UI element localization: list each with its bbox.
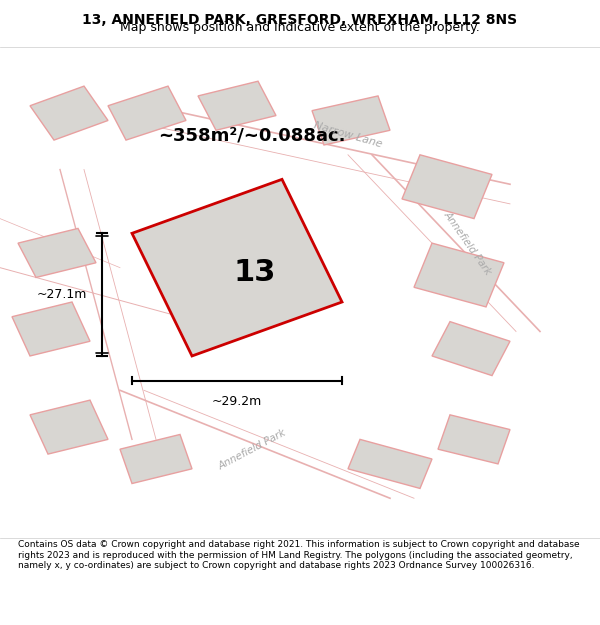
Polygon shape: [414, 243, 504, 307]
Polygon shape: [402, 155, 492, 219]
Polygon shape: [30, 86, 108, 140]
Polygon shape: [12, 302, 90, 356]
Text: Annefield Park: Annefield Park: [442, 209, 494, 277]
Polygon shape: [18, 228, 96, 278]
Polygon shape: [132, 179, 342, 356]
Text: ~29.2m: ~29.2m: [212, 395, 262, 408]
Text: 13: 13: [234, 258, 276, 287]
Polygon shape: [120, 434, 192, 484]
Text: Map shows position and indicative extent of the property.: Map shows position and indicative extent…: [120, 21, 480, 34]
Polygon shape: [198, 81, 276, 130]
Polygon shape: [432, 322, 510, 376]
Polygon shape: [438, 415, 510, 464]
Text: ~27.1m: ~27.1m: [37, 288, 87, 301]
Polygon shape: [348, 439, 432, 489]
Polygon shape: [108, 86, 186, 140]
Text: 13, ANNEFIELD PARK, GRESFORD, WREXHAM, LL12 8NS: 13, ANNEFIELD PARK, GRESFORD, WREXHAM, L…: [82, 13, 518, 27]
Text: Narrow Lane: Narrow Lane: [313, 121, 383, 150]
Text: Contains OS data © Crown copyright and database right 2021. This information is : Contains OS data © Crown copyright and d…: [18, 540, 580, 570]
Text: Annefield Park: Annefield Park: [217, 427, 287, 471]
Polygon shape: [30, 400, 108, 454]
Polygon shape: [312, 96, 390, 145]
Text: ~358m²/~0.088ac.: ~358m²/~0.088ac.: [158, 126, 346, 144]
